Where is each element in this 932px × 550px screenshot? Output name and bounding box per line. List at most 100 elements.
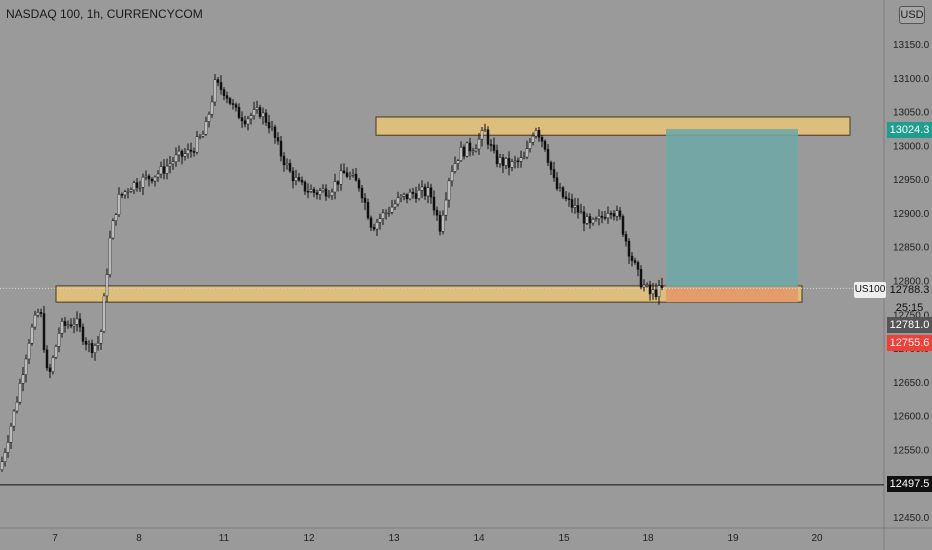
candle-body xyxy=(507,158,511,168)
countdown-label: 25:15 xyxy=(895,302,924,314)
candle-body xyxy=(459,146,463,161)
candle-body xyxy=(108,237,112,275)
candle-body xyxy=(297,177,301,181)
candle-body xyxy=(9,425,13,443)
candle-body xyxy=(12,410,16,427)
candle-body xyxy=(636,262,640,270)
candle-body xyxy=(429,187,433,198)
candle-body xyxy=(462,146,466,157)
x-tick-label: 7 xyxy=(52,533,58,544)
candle-body xyxy=(276,137,280,142)
x-tick-label: 15 xyxy=(558,533,570,544)
candle-body xyxy=(525,148,529,158)
low-line-label: 12497.5 xyxy=(887,476,932,492)
candle-body xyxy=(177,150,181,156)
candle-body xyxy=(285,163,289,166)
candle-body xyxy=(27,343,31,360)
candle-body xyxy=(270,126,274,129)
candle-body xyxy=(300,179,304,183)
x-tick-label: 18 xyxy=(642,533,654,544)
candle-body xyxy=(495,150,499,164)
candle-body xyxy=(219,82,223,90)
candle-body xyxy=(645,284,649,287)
candle-body xyxy=(468,142,472,152)
candle-body xyxy=(576,205,580,213)
candle-body xyxy=(390,206,394,213)
candle-body xyxy=(546,149,550,163)
candle-body xyxy=(96,342,100,346)
candle-body xyxy=(369,217,373,228)
candle-body xyxy=(72,324,76,327)
candle-body xyxy=(585,216,589,224)
candle-body xyxy=(222,89,226,96)
candle-body xyxy=(36,312,40,316)
y-tick-label: 12950.0 xyxy=(893,175,930,186)
candle-body xyxy=(513,160,517,163)
candle-body xyxy=(213,79,217,103)
candle-body xyxy=(366,202,370,219)
y-tick-label: 12600.0 xyxy=(893,412,930,423)
candle-body xyxy=(408,191,412,200)
candle-body xyxy=(465,142,469,157)
candle-body xyxy=(324,188,328,197)
candle-body xyxy=(486,129,490,145)
candle-body xyxy=(294,177,298,182)
candle-body xyxy=(78,318,82,328)
candle-body xyxy=(183,153,187,157)
candle-body xyxy=(444,199,448,216)
candle-body xyxy=(54,346,58,358)
ask-price-label: 12755.6 xyxy=(887,335,932,351)
candle-body xyxy=(240,117,244,122)
candle-body xyxy=(516,160,520,163)
y-tick-label: 12550.0 xyxy=(893,445,930,456)
candle-body xyxy=(639,269,643,288)
candle-body xyxy=(267,122,271,129)
candle-body xyxy=(204,121,208,135)
candle-body xyxy=(165,165,169,174)
y-tick-label: 12900.0 xyxy=(893,209,930,220)
candle-body xyxy=(18,383,22,403)
candle-body xyxy=(249,115,253,120)
candle-body xyxy=(438,214,442,232)
currency-button[interactable]: USD xyxy=(899,6,925,24)
candle-body xyxy=(588,216,592,224)
candle-body xyxy=(312,189,316,193)
candle-body xyxy=(363,197,367,203)
candle-body xyxy=(414,193,418,199)
candle-body xyxy=(501,157,505,166)
candle-body xyxy=(447,180,451,201)
candle-body xyxy=(90,343,94,353)
candle-body xyxy=(126,191,130,193)
candle-body xyxy=(456,160,460,164)
candle-body xyxy=(120,194,124,196)
candle-body xyxy=(81,326,85,342)
x-tick-label: 19 xyxy=(727,533,739,544)
candle-body xyxy=(384,212,388,214)
candle-body xyxy=(42,313,46,351)
candle-body xyxy=(159,166,163,175)
candle-body xyxy=(33,314,37,328)
candle-body xyxy=(195,136,199,153)
x-tick-label: 13 xyxy=(388,533,400,544)
candle-body xyxy=(129,189,133,192)
candle-body xyxy=(333,181,337,193)
candle-body xyxy=(543,140,547,150)
candle-body xyxy=(531,135,535,143)
candle-body xyxy=(411,191,415,194)
candle-body xyxy=(315,192,319,195)
candle-body xyxy=(360,187,364,199)
candle-body xyxy=(555,177,559,189)
stop-area xyxy=(666,287,798,303)
candle-body xyxy=(63,321,67,326)
candle-body xyxy=(612,213,616,217)
candle-body xyxy=(624,234,628,242)
target-area xyxy=(666,129,798,288)
candle-body xyxy=(135,182,139,188)
bid-price-label: 12781.0 xyxy=(887,317,932,333)
candle-body xyxy=(480,130,484,140)
candle-body xyxy=(3,452,7,462)
candle-body xyxy=(579,211,583,214)
candle-body xyxy=(261,112,265,117)
y-tick-label: 12800.0 xyxy=(893,277,930,288)
